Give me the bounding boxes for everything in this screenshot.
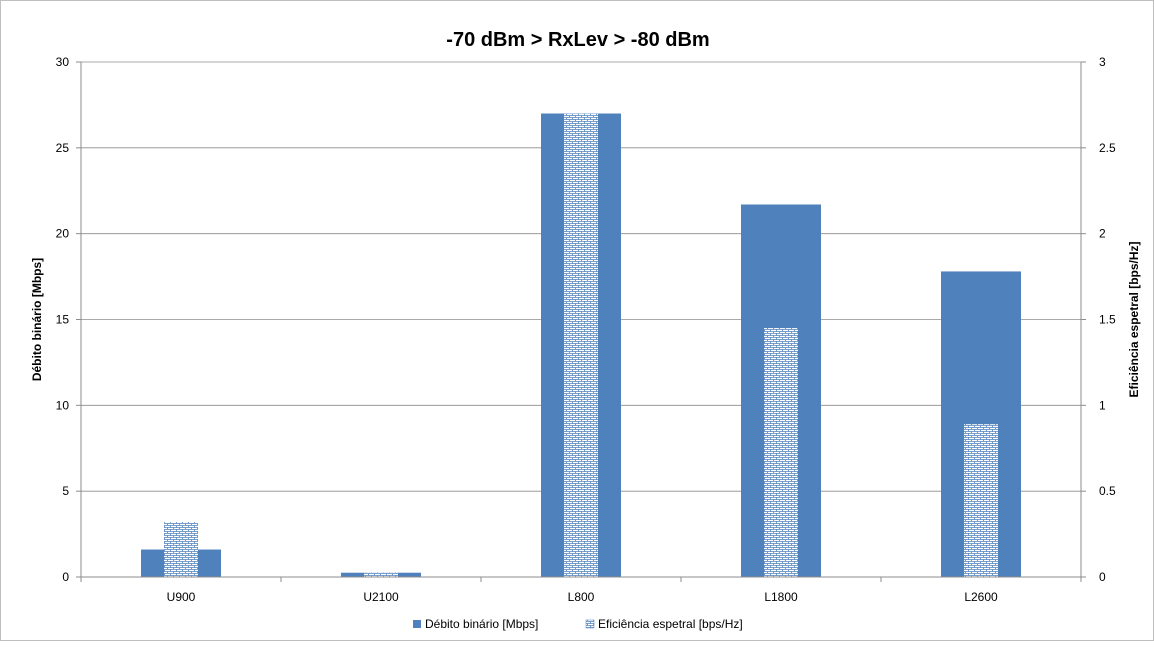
x-tick-label: L800: [568, 590, 595, 604]
x-tick-label: L2600: [964, 590, 998, 604]
y2-tick-label: 1: [1099, 398, 1106, 412]
y2-tick-label: 0: [1099, 570, 1106, 584]
legend-swatch-eficiencia: [585, 619, 595, 629]
y-tick-label: 30: [56, 55, 70, 69]
x-tick-label: L1800: [764, 590, 798, 604]
y-tick-label: 5: [62, 484, 69, 498]
legend-label-debito: Débito binário [Mbps]: [425, 617, 538, 631]
bar-eficiencia: [364, 572, 398, 577]
chart-title: -70 dBm > RxLev > -80 dBm: [446, 29, 709, 51]
y-tick-label: 20: [56, 227, 70, 241]
y-axis-title: Débito binário [Mbps]: [30, 258, 44, 381]
y2-axis-title: Eficiência espetral [bps/Hz]: [1127, 241, 1141, 397]
y-tick-label: 10: [56, 398, 70, 412]
y2-tick-label: 1.5: [1099, 313, 1116, 327]
legend-label-eficiencia: Eficiência espetral [bps/Hz]: [598, 617, 743, 631]
y-tick-label: 0: [62, 570, 69, 584]
legend-swatch-debito: [413, 620, 421, 628]
y-tick-label: 25: [56, 141, 70, 155]
axes: 0 5 10 15 20 25 30 0 0.5 1 1.5 2 2.5 3 U900 U2100 L800 L1…: [56, 55, 1116, 604]
y2-tick-label: 0.5: [1099, 484, 1116, 498]
y2-tick-label: 2.5: [1099, 141, 1116, 155]
y2-tick-label: 2: [1099, 227, 1106, 241]
x-tick-label: U2100: [363, 590, 399, 604]
legend: Débito binário [Mbps] Eficiência espetral…: [413, 617, 743, 631]
x-tick-label: U900: [167, 590, 196, 604]
bar-eficiencia: [764, 328, 798, 577]
bars: [141, 113, 1021, 577]
y2-tick-label: 3: [1099, 55, 1106, 69]
bar-eficiencia: [964, 424, 998, 577]
bar-eficiencia: [164, 522, 198, 577]
y-tick-label: 15: [56, 313, 70, 327]
bar-eficiencia: [564, 113, 598, 577]
